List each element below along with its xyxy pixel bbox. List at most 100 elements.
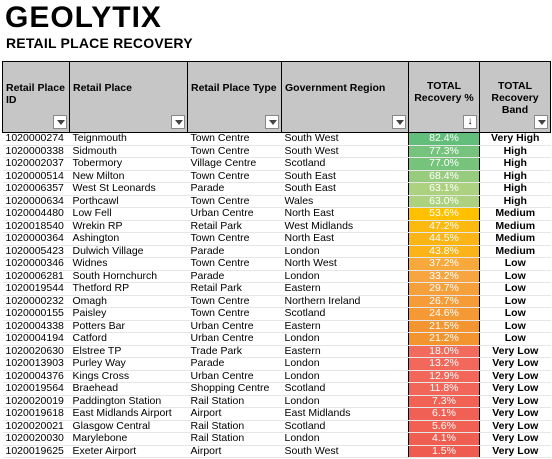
cell-government-region: Scotland: [281, 157, 409, 171]
cell-retail-place-type: Urban Centre: [187, 207, 282, 221]
table-row[interactable]: 1020000232 Omagh Town Centre Northern Irela…: [2, 295, 551, 308]
cell-total-recovery-band: High: [479, 170, 551, 183]
table-row[interactable]: 1020000346 Widnes Town Centre North West 37.…: [2, 257, 551, 271]
cell-retail-place-id: 1020020630: [2, 345, 70, 358]
table-row[interactable]: 1020020630 Elstree TP Trade Park Eastern 18.…: [2, 345, 551, 358]
cell-retail-place-type: Town Centre: [187, 257, 282, 271]
table-row[interactable]: 1020004480 Low Fell Urban Centre North East…: [2, 207, 551, 221]
table-row[interactable]: 1020019618 East Midlands Airport Airport Ea…: [2, 407, 551, 421]
cell-retail-place-type: Parade: [187, 270, 282, 283]
cell-total-recovery-pct: 7.3%: [408, 395, 480, 408]
cell-retail-place-id: 1020000338: [2, 145, 70, 158]
table-row[interactable]: 1020006357 West St Leonards Parade South Ea…: [2, 182, 551, 196]
header-row: Retail Place ID Retail Place Retail Plac…: [2, 61, 551, 133]
table-row[interactable]: 1020000634 Porthcawl Town Centre Wales 63.0%…: [2, 195, 551, 208]
cell-retail-place-type: Town Centre: [187, 295, 282, 308]
cell-total-recovery-band: High: [479, 195, 551, 208]
table-row[interactable]: 1020000364 Ashington Town Centre North East…: [2, 232, 551, 246]
retail-recovery-table: Retail Place ID Retail Place Retail Plac…: [2, 61, 551, 458]
cell-government-region: London: [281, 357, 409, 371]
cell-retail-place: Elstree TP: [69, 345, 188, 358]
cell-government-region: London: [281, 370, 409, 383]
table-row[interactable]: 1020000274 Teignmouth Town Centre South Wes…: [2, 132, 551, 146]
cell-total-recovery-pct: 82.4%: [408, 132, 480, 146]
cell-total-recovery-pct: 18.0%: [408, 345, 480, 358]
cell-retail-place-id: 1020000634: [2, 195, 70, 208]
cell-government-region: East Midlands: [281, 407, 409, 421]
cell-total-recovery-pct: 53.6%: [408, 207, 480, 221]
cell-total-recovery-pct: 6.1%: [408, 407, 480, 421]
header-retail-place: Retail Place: [69, 61, 188, 133]
cell-retail-place: Dulwich Village: [69, 245, 188, 258]
cell-total-recovery-band: Very Low: [479, 357, 551, 371]
cell-retail-place-type: Town Centre: [187, 170, 282, 183]
cell-total-recovery-band: Medium: [479, 232, 551, 246]
cell-total-recovery-band: Low: [479, 295, 551, 308]
table-row[interactable]: 1020000338 Sidmouth Town Centre South West 7…: [2, 145, 551, 158]
table-row[interactable]: 1020020019 Paddington Station Rail Station…: [2, 395, 551, 408]
cell-government-region: Northern Ireland: [281, 295, 409, 308]
filter-dropdown-icon[interactable]: [171, 115, 185, 129]
cell-retail-place: Tobermory: [69, 157, 188, 171]
table-row[interactable]: 1020005423 Dulwich Village Parade London 43.…: [2, 245, 551, 258]
cell-retail-place-id: 1020019544: [2, 282, 70, 296]
table-row[interactable]: 1020020030 Marylebone Rail Station London 4.…: [2, 432, 551, 446]
cell-retail-place-id: 1020004376: [2, 370, 70, 383]
cell-total-recovery-pct: 47.2%: [408, 220, 480, 233]
table-row[interactable]: 1020004338 Potters Bar Urban Centre Eastern…: [2, 320, 551, 333]
filter-dropdown-icon[interactable]: [265, 115, 279, 129]
cell-government-region: Eastern: [281, 345, 409, 358]
cell-total-recovery-band: Very Low: [479, 370, 551, 383]
cell-total-recovery-pct: 21.2%: [408, 332, 480, 346]
table-row[interactable]: 1020018540 Wrekin RP Retail Park West Midla…: [2, 220, 551, 233]
table-row[interactable]: 1020004194 Catford Urban Centre London 21.2%…: [2, 332, 551, 346]
cell-retail-place-type: Retail Park: [187, 220, 282, 233]
cell-total-recovery-band: Low: [479, 320, 551, 333]
sort-descending-icon[interactable]: ↓: [463, 115, 477, 129]
header-total-recovery-band: TOTAL Recovery Band: [479, 61, 551, 133]
cell-total-recovery-band: Medium: [479, 245, 551, 258]
table-row[interactable]: 1020020021 Glasgow Central Rail Station Sco…: [2, 420, 551, 433]
header-retail-place-id: Retail Place ID: [2, 61, 70, 133]
table-row[interactable]: 1020000155 Paisley Town Centre Scotland 24.6…: [2, 307, 551, 321]
table-row[interactable]: 1020019625 Exeter Airport Airport South Wes…: [2, 445, 551, 458]
table-row[interactable]: 1020002037 Tobermory Village Centre Scotlan…: [2, 157, 551, 171]
cell-total-recovery-band: High: [479, 157, 551, 171]
table-row[interactable]: 1020000514 New Milton Town Centre South Eas…: [2, 170, 551, 183]
cell-total-recovery-pct: 68.4%: [408, 170, 480, 183]
cell-government-region: North East: [281, 232, 409, 246]
header-government-region: Government Region: [281, 61, 409, 133]
table-row[interactable]: 1020013903 Purley Way Parade London 13.2% Ver…: [2, 357, 551, 371]
cell-retail-place-type: Town Centre: [187, 232, 282, 246]
cell-retail-place-id: 1020019625: [2, 445, 70, 458]
cell-retail-place-id: 1020000155: [2, 307, 70, 321]
cell-retail-place-id: 1020004194: [2, 332, 70, 346]
cell-government-region: Scotland: [281, 382, 409, 396]
cell-retail-place: Low Fell: [69, 207, 188, 221]
cell-government-region: South East: [281, 170, 409, 183]
cell-total-recovery-pct: 1.5%: [408, 445, 480, 458]
filter-dropdown-icon[interactable]: [392, 115, 406, 129]
cell-retail-place: Wrekin RP: [69, 220, 188, 233]
cell-retail-place-id: 1020000514: [2, 170, 70, 183]
cell-retail-place-id: 1020000364: [2, 232, 70, 246]
filter-dropdown-icon[interactable]: [53, 115, 67, 129]
filter-dropdown-icon[interactable]: [534, 115, 548, 129]
cell-retail-place: New Milton: [69, 170, 188, 183]
cell-retail-place-type: Parade: [187, 182, 282, 196]
cell-retail-place-type: Airport: [187, 445, 282, 458]
cell-retail-place-id: 1020002037: [2, 157, 70, 171]
cell-retail-place-id: 1020000232: [2, 295, 70, 308]
cell-total-recovery-pct: 44.5%: [408, 232, 480, 246]
cell-total-recovery-band: Very Low: [479, 345, 551, 358]
table-row[interactable]: 1020006281 South Hornchurch Parade London 33…: [2, 270, 551, 283]
cell-total-recovery-band: Medium: [479, 220, 551, 233]
cell-retail-place: Thetford RP: [69, 282, 188, 296]
table-row[interactable]: 1020019544 Thetford RP Retail Park Eastern 2…: [2, 282, 551, 296]
table-row[interactable]: 1020004376 Kings Cross Urban Centre London 1…: [2, 370, 551, 383]
cell-total-recovery-band: Low: [479, 282, 551, 296]
header-label: Government Region: [285, 82, 386, 94]
table-row[interactable]: 1020019564 Braehead Shopping Centre Scotlan…: [2, 382, 551, 396]
cell-retail-place: Exeter Airport: [69, 445, 188, 458]
cell-retail-place-type: Town Centre: [187, 195, 282, 208]
